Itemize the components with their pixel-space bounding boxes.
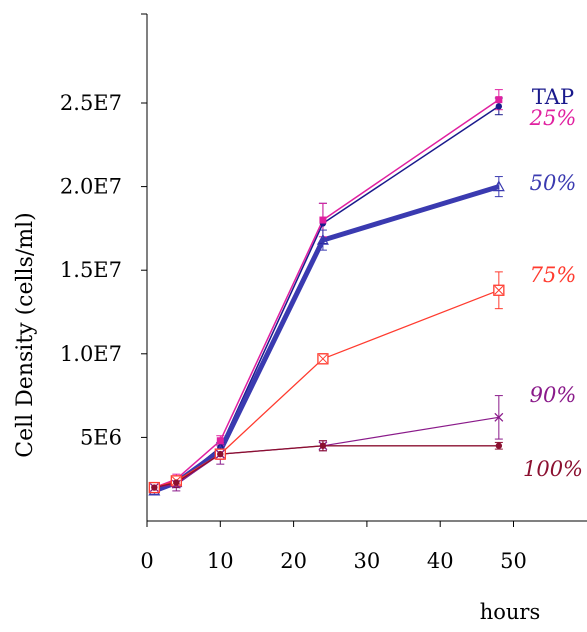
y-tick-label: 5E6 <box>80 425 122 449</box>
data-point-50-pct <box>316 233 329 245</box>
data-point-100-pct <box>217 450 224 458</box>
data-point-75-pct <box>317 353 329 365</box>
x-axis-title: hours <box>480 600 541 624</box>
y-tick-label: 2.0E7 <box>60 175 122 199</box>
data-point-25-pct <box>216 437 224 445</box>
series-label-25-pct: 25% <box>529 106 577 130</box>
x-tick-label: 30 <box>354 549 381 573</box>
data-point-100-pct <box>495 442 503 449</box>
x-tick-label: 10 <box>207 549 234 573</box>
data-point-90-pct <box>494 412 504 422</box>
data-point-100-pct <box>319 442 327 449</box>
data-point-75-pct <box>493 284 505 296</box>
x-tick-label: 20 <box>280 549 307 573</box>
y-axis-title: Cell Density (cells/ml) <box>13 212 38 458</box>
data-point-25-pct <box>495 96 503 104</box>
markers <box>148 96 505 496</box>
y-tick-label: 1.0E7 <box>60 342 122 366</box>
marker-cross <box>318 354 328 364</box>
y-tick-label: 2.5E7 <box>60 91 122 115</box>
error-bars <box>150 89 503 495</box>
data-point-50-pct <box>492 180 505 192</box>
series-label-tap: TAP <box>532 85 574 109</box>
x-tick-label: 40 <box>427 549 454 573</box>
series-lines <box>153 99 500 494</box>
series-label-50-pct: 50% <box>530 171 577 195</box>
x-tick-label: 0 <box>140 549 153 573</box>
series-label-100-pct: 100% <box>523 457 583 481</box>
series-line-tap <box>154 105 500 489</box>
y-tick-label: 1.5E7 <box>60 258 122 282</box>
series-label-90-pct: 90% <box>530 383 577 407</box>
ticks: 0 10 20 30 40 50 5E6 1.0E7 1.5E7 2.0E7 2.5E7 <box>60 13 527 573</box>
marker-cross <box>494 285 504 295</box>
data-point-100-pct <box>173 479 180 486</box>
series-label-75-pct: 75% <box>530 263 577 287</box>
series-line-100-pct <box>154 445 499 489</box>
x-tick-label: 50 <box>500 549 527 573</box>
data-point-100-pct <box>151 484 158 491</box>
series-line-25-pct <box>154 99 500 489</box>
data-point-tap <box>495 103 503 110</box>
axes <box>146 14 587 522</box>
data-point-25-pct <box>319 216 327 224</box>
